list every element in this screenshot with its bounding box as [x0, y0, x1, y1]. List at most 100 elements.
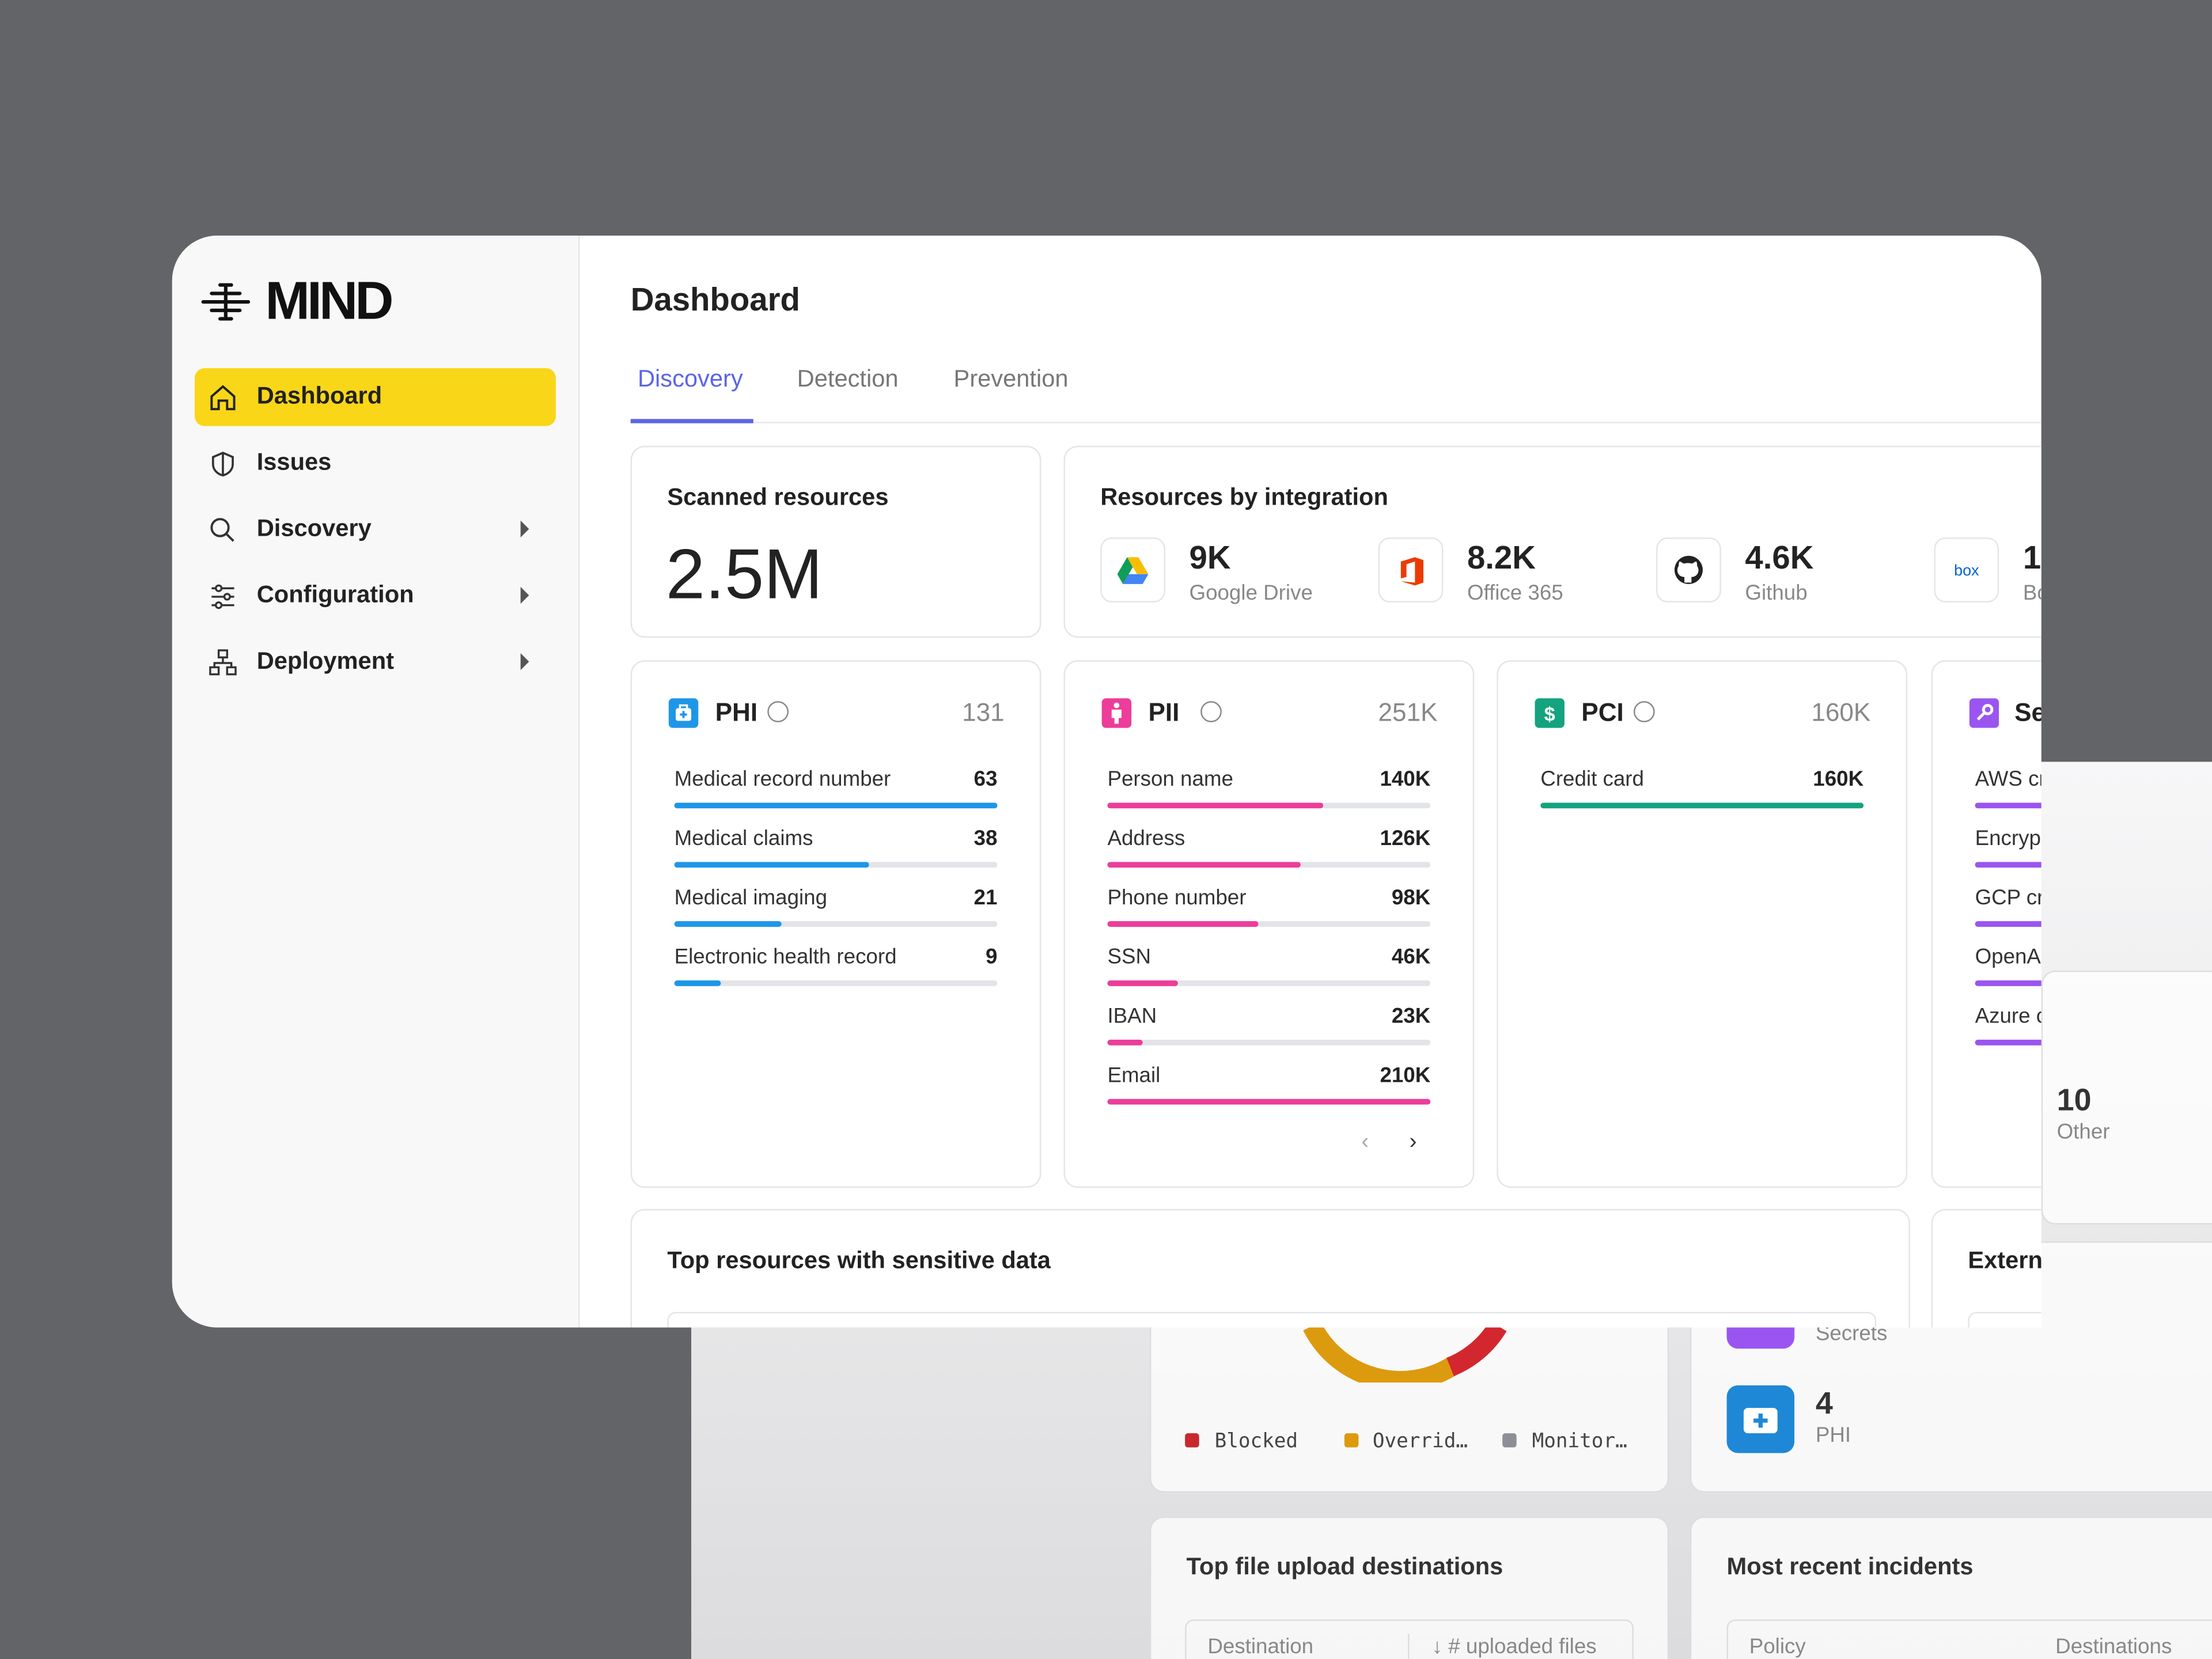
- bar-track: [674, 980, 998, 986]
- integration-count: 1.: [2022, 539, 2041, 576]
- bar: [674, 802, 998, 809]
- nav-icon: [210, 385, 236, 411]
- item-name: OpenA: [1975, 945, 2041, 969]
- category-total: 251K: [1378, 698, 1438, 727]
- bar-track: [674, 921, 998, 927]
- item-name: GCP cr: [1975, 885, 2041, 910]
- bar: [1107, 862, 1301, 868]
- item-name: Medical claims: [674, 827, 813, 851]
- integration-icon: [1378, 537, 1444, 603]
- legend-label: Overrid…: [1372, 1430, 1468, 1453]
- table-header-cell: Destinations: [2055, 1635, 2172, 1659]
- bar: [1540, 802, 1864, 809]
- logo: [1674, 555, 1703, 584]
- integration-name: Google Drive: [1189, 581, 1313, 605]
- other-label: Other: [2056, 1120, 2110, 1145]
- nav-icon: [209, 649, 237, 676]
- category-title: PCI: [1581, 698, 1624, 727]
- bar: [674, 921, 782, 927]
- item-name: AWS cr: [1975, 767, 2041, 791]
- bar-deco: [1975, 921, 2041, 927]
- pager-next[interactable]: ›: [1409, 1130, 1417, 1154]
- tab[interactable]: Prevention: [953, 365, 1069, 392]
- bottom-card: Top resources with sensitive data: [630, 1209, 1910, 1328]
- category-icon: [1969, 698, 1999, 728]
- back-card: [2041, 970, 2212, 1225]
- scanned-value: 2.5M: [665, 535, 823, 614]
- category-icon: [668, 698, 699, 728]
- legend-label: Monitor…: [1532, 1430, 1627, 1453]
- icon-glyph: [676, 704, 692, 721]
- nav-icon: [211, 452, 234, 477]
- upload-title: Top file upload destinations: [1186, 1553, 1503, 1580]
- info-icon: [1200, 701, 1222, 722]
- pager-prev[interactable]: ‹: [1361, 1130, 1369, 1154]
- item-value: 210K: [1380, 1063, 1431, 1088]
- legend-label: Blocked: [1214, 1430, 1298, 1453]
- tab[interactable]: Discovery: [637, 365, 743, 392]
- back-card: [1149, 1516, 1669, 1659]
- item-value: 140K: [1380, 767, 1431, 791]
- item-name: Person name: [1107, 767, 1233, 791]
- integration-icon: [1656, 537, 1721, 603]
- phi-count: 4: [1815, 1385, 1833, 1421]
- bar: [1107, 1099, 1431, 1105]
- legend-swatch: [1185, 1433, 1199, 1448]
- brand: MIND: [265, 272, 393, 332]
- item-name: Medical record number: [674, 767, 891, 791]
- nav-item[interactable]: Issues: [256, 448, 332, 476]
- nav-item[interactable]: Configuration: [256, 581, 414, 608]
- card-title: Extern: [1968, 1247, 2041, 1274]
- item-name: SSN: [1107, 945, 1151, 969]
- table-frame: [1968, 1312, 2041, 1328]
- bottom-card: Extern: [1931, 1209, 2041, 1328]
- incidents-title: Most recent incidents: [1726, 1553, 1974, 1580]
- logo: [1117, 557, 1149, 584]
- tab[interactable]: Detection: [797, 365, 899, 392]
- integration-icon: box: [1934, 537, 1999, 603]
- tab-underline: [630, 419, 753, 423]
- table-header-cell: Destination: [1207, 1635, 1314, 1659]
- nav-caret: [520, 586, 529, 604]
- info-icon: [767, 701, 789, 722]
- integration-count: 9K: [1189, 539, 1231, 576]
- page-title: Dashboard: [630, 281, 800, 318]
- category-card: PHI 131 Medical record number 63 Medical cla…: [630, 660, 1041, 1188]
- info-icon: [1633, 701, 1655, 722]
- table-header-cell: Policy: [1749, 1635, 1806, 1659]
- integration-count: 8.2K: [1467, 539, 1536, 576]
- table-header-cell: ↓ # uploaded files: [1431, 1635, 1597, 1659]
- nav-active: [194, 368, 556, 426]
- logo: [1400, 557, 1424, 586]
- nav-item[interactable]: Discovery: [256, 514, 372, 542]
- integration-name: Github: [1745, 581, 1808, 605]
- nav-icon: [211, 584, 234, 609]
- bar-deco: [1975, 862, 2041, 868]
- icon-glyph: [1111, 702, 1122, 724]
- icon-glyph: $: [1544, 703, 1555, 725]
- bar-deco: [1975, 980, 2041, 986]
- bar: [1107, 921, 1259, 927]
- table-header: [1185, 1619, 1634, 1659]
- nav-item[interactable]: Deployment: [256, 647, 394, 675]
- integration-card: Resources by integration 9K Google Drive 8…: [1063, 445, 2041, 638]
- legend-swatch: [1502, 1433, 1517, 1448]
- integration-count: 4.6K: [1745, 539, 1814, 576]
- bar: [674, 862, 869, 868]
- table-header: [1726, 1619, 2212, 1659]
- item-name: Encryp: [1975, 827, 2041, 851]
- item-value: 98K: [1391, 885, 1431, 910]
- card-title: Scanned resources: [667, 484, 889, 511]
- nav-icon: [210, 518, 234, 542]
- bar-deco: [1975, 802, 2041, 809]
- item-name: Email: [1107, 1063, 1161, 1088]
- bar: [1107, 1039, 1143, 1046]
- other-count: 10: [2056, 1082, 2092, 1118]
- nav-item[interactable]: Dashboard: [256, 382, 382, 410]
- legend-swatch: [1344, 1433, 1359, 1448]
- item-value: 23K: [1391, 1004, 1431, 1029]
- bar: [1107, 980, 1179, 986]
- divider: [1408, 1633, 1410, 1659]
